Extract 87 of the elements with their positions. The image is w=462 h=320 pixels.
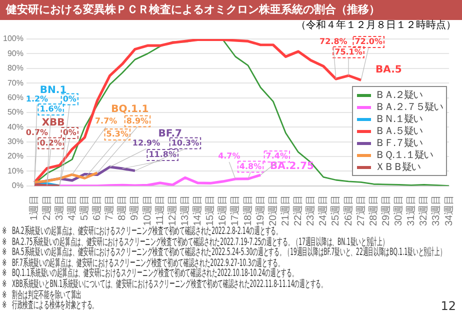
y-tick-label: 0% (12, 181, 24, 190)
x-tick-label: 1週目 (29, 194, 40, 220)
x-tick-label: 16週目 (218, 194, 229, 226)
text: ※ BQ.1.1系統疑いの起算点は、健安研におけるスクリーニング検査で初めて確認された2022.10.18-10.24の週とする。 (1, 268, 298, 280)
x-tick-label: 12週目 (167, 194, 178, 226)
y-tick-label: 10% (7, 166, 24, 176)
chart-title: 健安研における変異株ＰＣＲ検査によるオミクロン株亜系統の割合（推移） (0, 0, 462, 20)
data-label: 0% (62, 128, 76, 138)
data-label: 0.2% (40, 138, 62, 148)
legend-label: ＢＦ.７疑い (375, 136, 422, 150)
x-tick-label: 25週目 (330, 194, 342, 226)
y-tick-label: 70% (7, 78, 24, 88)
data-label: 7.7% (94, 116, 118, 126)
chart-subtitle: （令和４年１２月８日１２時時点） (295, 20, 457, 31)
data-label: 4.7% (218, 152, 240, 161)
data-label: 0% (62, 94, 76, 104)
annotation: BQ.1.1 (111, 104, 149, 116)
x-tick-label: 5週目 (79, 194, 90, 220)
legend-label: ＢＮ.１疑い (375, 112, 422, 126)
x-tick-label: 19週目 (255, 194, 266, 226)
x-tick-label: 20週目 (268, 194, 279, 226)
data-label: 5.3% (106, 130, 128, 139)
x-tick-label: 28週目 (368, 194, 380, 226)
annotation: BF.7 (158, 128, 182, 140)
x-tick-label: 32週目 (418, 194, 430, 226)
text: 12 (440, 299, 456, 313)
x-tick-label: 23週目 (306, 194, 317, 226)
x-tick-label: 6週目 (92, 194, 104, 220)
legend-label: ＢＡ.２疑い (375, 88, 422, 102)
x-tick-label: 26週目 (343, 194, 354, 226)
x-tick-label: 29週目 (380, 194, 392, 226)
y-tick-label: 30% (7, 137, 24, 146)
legend-label: ＢＡ.５疑い (375, 124, 422, 138)
legend-label: ＢＡ.２.７５疑い (375, 100, 442, 114)
annotation: BA.5 (376, 64, 402, 76)
x-tick-label: 17週目 (230, 194, 242, 226)
x-tick-label: 34週目 (444, 194, 455, 226)
y-tick-label: 50% (7, 108, 24, 117)
data-label: 10.3% (171, 138, 200, 148)
x-tick-label: 15週目 (205, 194, 216, 226)
x-tick-label: 10週目 (142, 194, 154, 226)
data-label: 1.6% (40, 104, 62, 114)
x-tick-label: 13週目 (180, 194, 191, 226)
data-label: 12.9% (132, 138, 160, 148)
x-tick-label: 21週目 (280, 194, 292, 226)
y-tick-label: 40% (7, 122, 24, 132)
data-label: 7.4% (266, 152, 288, 161)
x-tick-label: 7週目 (104, 194, 116, 220)
x-tick-label: 9週目 (130, 194, 141, 220)
x-tick-label: 22週目 (293, 194, 304, 226)
data-label: 72.8% (320, 37, 348, 46)
text: ※ BA.2.75系統疑いの起算点は、健安研におけるスクリーニング検査で初めて確認された2022.7.19-7.25の週とする。（17週目以降は、BN.1疑いと別計上） (1, 236, 388, 248)
data-label: 75.1% (334, 47, 362, 56)
legend-label: ＸＢＢ疑い (375, 160, 420, 174)
data-label: 0.7% (26, 128, 48, 138)
text: ※ BA.2系統疑いの起算点は、健安研におけるスクリーニング検査で初めて確認された2022.2.8-2.14の週とする。 (1, 226, 282, 237)
x-tick-label: 2週目 (42, 194, 53, 220)
x-tick-label: 18週目 (242, 194, 254, 226)
x-tick-label: 27週目 (356, 194, 367, 226)
x-tick-label: 31週目 (406, 194, 418, 226)
x-tick-label: 24週目 (318, 194, 330, 226)
x-tick-label: 33週目 (431, 194, 442, 226)
x-tick-label: 8週目 (117, 194, 128, 220)
y-tick-label: 90% (7, 48, 24, 58)
y-tick-label: 60% (7, 92, 24, 102)
text: ※ 割合は判定不能を除いて算出 (1, 290, 82, 301)
x-tick-label: 4週目 (66, 194, 78, 220)
text: ※ XBB系統疑いとBN.1系統疑いについては、健安研におけるスクリーニング検査で初めて確認された2022.11.8-11.14の週とする。 (1, 278, 326, 290)
legend-label: ＢＱ.１.１疑い (375, 148, 432, 162)
text: ※ BA.5系統疑いの起算点は、健安研におけるスクリーニング検査で初めて確認された2022.5.24-5.30の週とする。（19週目以降はBF.7疑いと、22週目以降はBQ.1.1疑いと別計上） (1, 247, 446, 258)
data-label: 1.2% (26, 94, 48, 104)
x-tick-label: 3週目 (54, 194, 66, 220)
x-tick-label: 30週目 (394, 194, 405, 226)
x-tick-label: 14週目 (192, 194, 204, 226)
y-tick-label: 20% (7, 152, 24, 161)
annotation: XBB (42, 117, 65, 128)
x-tick-label: 11週目 (154, 194, 166, 226)
y-tick-label: 80% (7, 64, 24, 73)
annotation: BA.2.75 (270, 160, 314, 172)
y-tick-label: 100% (2, 34, 24, 44)
data-label: 11.8% (148, 150, 176, 160)
annotation: BN.1 (40, 85, 67, 96)
text: ※ 行政検査による検体を対象とする。 (1, 300, 98, 312)
data-label: 72.0% (354, 37, 382, 46)
text: ※ BF.7系統疑いの起算点は、健安研におけるスクリーニング検査で初めて確認された2022.9.27-10.3の週とする。 (1, 258, 284, 269)
data-label: 4.8% (239, 162, 262, 171)
data-label: 8.9% (126, 116, 149, 126)
